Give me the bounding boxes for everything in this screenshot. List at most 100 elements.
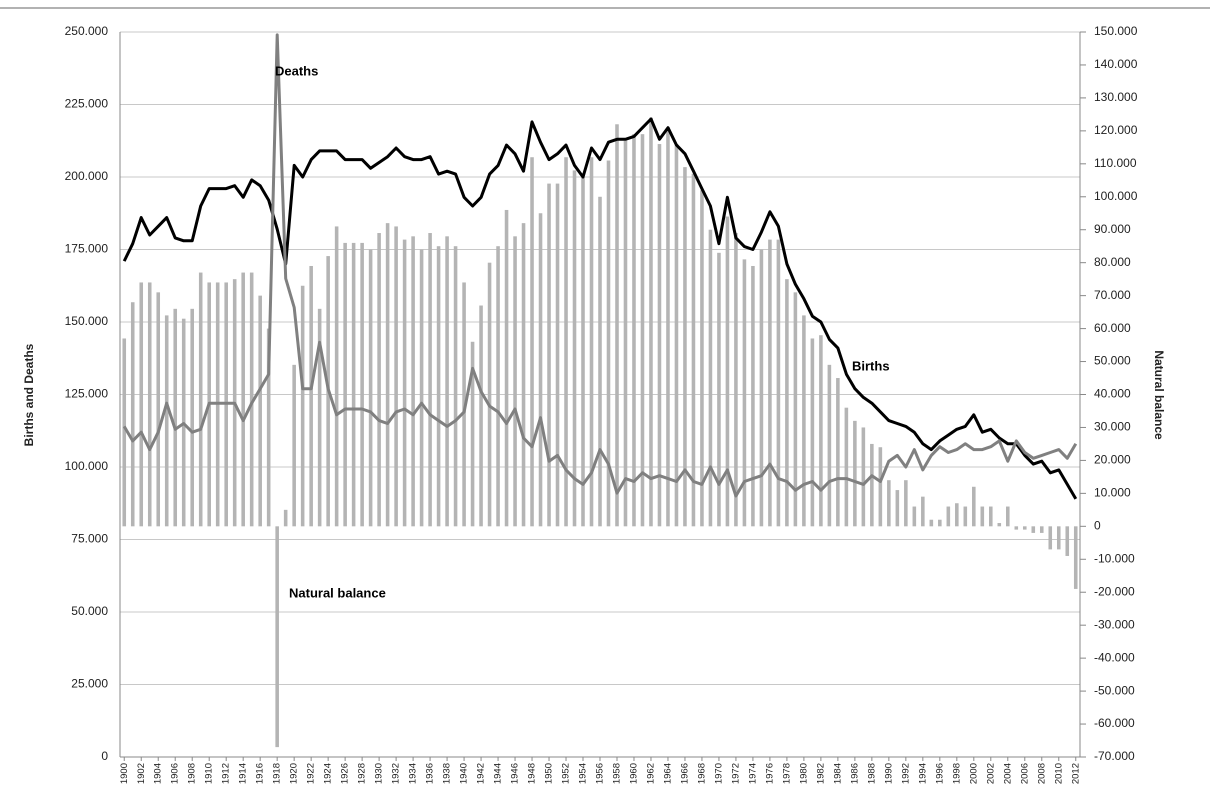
bar [844,407,849,527]
y2-tick-label: -60.000 [1094,716,1135,730]
x-tick-label: 1988 [866,763,877,784]
bar [470,341,475,527]
y2-tick-label: 90.000 [1094,222,1131,236]
bar [946,506,951,527]
y2-tick-label: -20.000 [1094,584,1135,598]
x-tick-label: 1916 [255,763,266,784]
bar [827,364,832,527]
bar [164,315,169,527]
bar [139,282,144,527]
x-tick-label: 1962 [645,763,656,784]
bar [921,496,925,527]
bar [487,262,492,527]
y2-tick-label: 60.000 [1094,321,1131,335]
y-tick-label: 250.000 [65,24,109,38]
x-tick-label: 1952 [561,763,572,784]
y-tick-label: 25.000 [71,677,108,691]
y2-tick-label: 50.000 [1094,354,1131,368]
y2-tick-label: -40.000 [1094,650,1135,664]
x-tick-label: 1966 [679,763,690,784]
bar [912,506,917,527]
y-tick-label: 100.000 [65,459,109,473]
y2-tick-label: 100.000 [1094,189,1138,203]
bar [666,127,670,527]
bar [309,265,313,527]
bar [734,233,738,527]
x-tick-label: 1934 [408,763,419,784]
bar [572,170,577,527]
bar [742,259,747,527]
x-tick-label: 1912 [221,763,232,784]
x-tick-label: 1960 [628,763,639,784]
x-tick-label: 2000 [968,763,979,784]
x-tick-label: 1910 [204,763,215,784]
x-tick-label: 1964 [662,763,673,784]
x-tick-label: 2006 [1019,763,1030,784]
x-tick-label: 2002 [985,763,996,784]
bar [980,506,985,527]
bar [1039,526,1044,533]
bar [1014,526,1019,530]
bar [385,223,390,527]
x-tick-label: 2004 [1002,763,1013,784]
bar [683,167,687,527]
y-axis-label: Births and Deaths [22,343,36,446]
bar [428,233,432,527]
bar [292,364,296,527]
y2-tick-label: 120.000 [1094,123,1138,137]
x-tick-label: 1992 [900,763,911,784]
x-tick-label: 1942 [476,763,487,784]
bar [547,183,551,527]
bar [300,285,305,527]
bar [819,335,823,527]
y2-tick-label: -50.000 [1094,683,1135,697]
bar [989,506,993,527]
y2-tick-label: 0 [1094,518,1101,532]
x-tick-label: 1998 [951,763,962,784]
bar [640,134,645,527]
bar [700,190,704,527]
bar [717,252,721,527]
bar [598,196,602,527]
x-tick-label: 1990 [883,763,894,784]
x-tick-label: 1936 [425,763,436,784]
y2-tick-label: 130.000 [1094,90,1138,104]
bar [411,236,415,527]
bar [402,239,407,527]
bar [130,302,135,527]
bar [538,213,543,527]
bar [555,183,560,527]
x-tick-label: 1968 [696,763,707,784]
x-tick-label: 1974 [747,763,758,784]
bar [419,249,424,527]
bar [657,144,662,527]
x-tick-label: 1908 [187,763,198,784]
bar [955,503,959,527]
bar [564,157,568,527]
x-tick-label: 1996 [934,763,945,784]
x-tick-label: 1904 [153,763,164,784]
x-tick-label: 1930 [374,763,385,784]
x-tick-label: 1944 [493,763,504,784]
y2-tick-label: 40.000 [1094,387,1131,401]
x-tick-label: 1994 [917,763,928,784]
y2-tick-label: 30.000 [1094,420,1131,434]
x-tick-label: 1926 [340,763,351,784]
bar [1022,526,1027,530]
bar [581,177,585,527]
bar [190,308,194,527]
bar [768,239,772,527]
bar [334,226,339,527]
bar [674,144,679,527]
bar [258,295,262,527]
annotation: Deaths [275,63,318,78]
y2-tick-label: 150.000 [1094,24,1138,38]
bar [453,246,458,527]
bar [1073,526,1078,589]
bar [360,242,364,527]
y-tick-label: 0 [101,749,108,763]
bar [521,223,526,527]
bar [147,282,152,527]
